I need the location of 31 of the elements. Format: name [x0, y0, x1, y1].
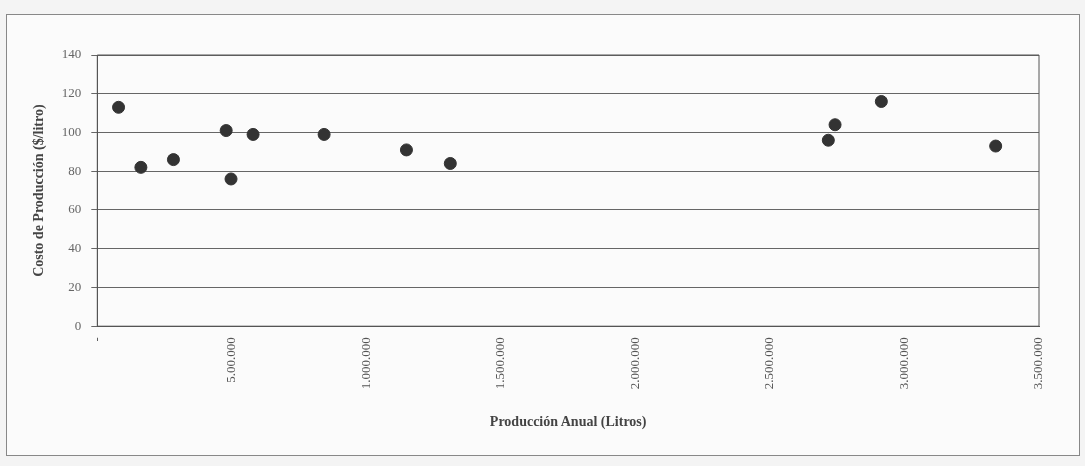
point — [399, 143, 413, 157]
point — [134, 160, 148, 174]
point — [821, 133, 835, 147]
x-axis-title: Producción Anual (Litros) — [489, 414, 647, 431]
x-tick-label: 2.000.000 — [626, 337, 642, 390]
x-tick-label: 1.000.000 — [357, 337, 373, 390]
point — [219, 124, 233, 138]
y-tick-label: 0 — [74, 317, 82, 333]
y-tick-label: 60 — [68, 201, 82, 217]
y-tick-label: 40 — [68, 240, 82, 256]
x-tick-label: 5.00.000 — [223, 337, 239, 383]
point — [989, 139, 1003, 153]
x-tick-label: 3.000.000 — [895, 337, 911, 390]
x-tick-label: 3.500.000 — [1030, 337, 1046, 390]
point — [246, 127, 260, 141]
y-tick-label: 100 — [61, 123, 82, 139]
point — [874, 94, 888, 108]
y-tick-label: 140 — [61, 46, 82, 62]
x-tick-label: - — [88, 337, 104, 342]
point — [166, 153, 180, 167]
y-axis-title: Costo de Producción ($/litro) — [31, 104, 48, 277]
y-tick-label: 20 — [68, 278, 82, 294]
x-tick-label: 2.500.000 — [761, 337, 777, 390]
y-tick-label: 80 — [68, 162, 82, 178]
point — [224, 172, 238, 186]
x-tick-label: 1.500.000 — [492, 337, 508, 390]
point — [828, 118, 842, 132]
point — [443, 156, 457, 170]
point — [317, 127, 331, 141]
y-tick-label: 120 — [61, 85, 82, 101]
point — [112, 100, 126, 114]
